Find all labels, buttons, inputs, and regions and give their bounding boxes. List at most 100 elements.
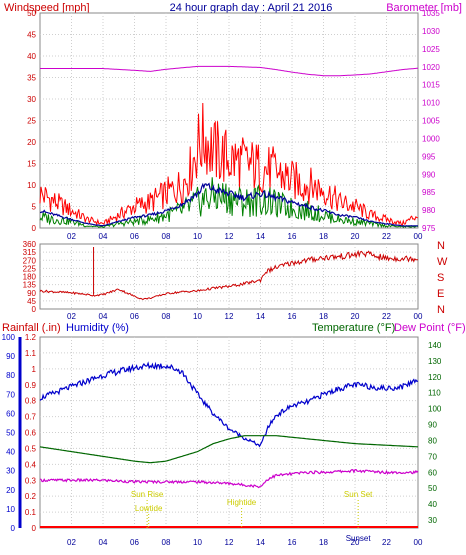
data-series (39, 65, 419, 528)
barometer-tick-label: 995 (422, 152, 436, 161)
hour-tick-label: 10 (193, 232, 202, 241)
barometer-tick-label: 980 (422, 206, 436, 215)
hour-tick-label: 04 (99, 232, 108, 241)
hour-tick-label: 22 (382, 538, 391, 547)
temperature-tick-label: 110 (428, 389, 441, 398)
rainfall-tick-label: 1 (32, 365, 37, 374)
rainfall-tick-label: 0.8 (25, 397, 37, 406)
barometer-tick-label: 1005 (422, 117, 440, 126)
temperature-tick-label: 60 (428, 468, 437, 477)
temperature-tick-label: 40 (428, 500, 437, 509)
wind-average-series (39, 182, 418, 227)
humidity-tick-label: 30 (6, 467, 15, 476)
temperature-series (39, 435, 418, 464)
temperature-tick-label: 30 (428, 516, 437, 525)
event-label: Sunset (346, 534, 372, 543)
humidity-tick-label: 50 (6, 429, 15, 438)
direction-tick-label: 360 (23, 240, 37, 249)
rainfall-tick-label: 0.3 (25, 476, 37, 485)
hour-tick-label: 12 (225, 232, 234, 241)
windspeed-tick-label: 20 (27, 138, 36, 147)
barometer-tick-label: 990 (422, 170, 436, 179)
hour-tick-label: 12 (225, 312, 234, 321)
direction-label-s: S (437, 272, 444, 284)
hour-tick-label: 18 (319, 232, 328, 241)
windspeed-tick-label: 50 (27, 9, 36, 18)
windspeed-tick-label: 40 (27, 52, 36, 61)
hour-tick-label: 14 (256, 232, 265, 241)
humidity-tick-label: 100 (2, 333, 16, 342)
humidity-tick-label: 70 (6, 390, 15, 399)
temperature-axis-title: Temperature (°F) (312, 322, 395, 334)
hour-tick-label: 20 (351, 232, 360, 241)
direction-tick-label: 180 (23, 273, 37, 282)
graph-title: 24 hour graph day : April 21 2016 (170, 2, 333, 14)
hour-tick-label: 16 (288, 232, 297, 241)
hour-tick-label: 20 (351, 538, 360, 547)
rainfall-axis-title: Rainfall (.in) (2, 322, 61, 334)
hour-tick-label: 14 (256, 312, 265, 321)
hour-tick-label: 02 (67, 538, 76, 547)
hour-tick-label: 22 (382, 312, 391, 321)
barometer-tick-label: 1010 (422, 99, 440, 108)
hour-tick-label: 08 (162, 538, 171, 547)
rainfall-tick-label: 0.9 (25, 381, 37, 390)
windspeed-axis-title: Windspeed [mph] (4, 2, 90, 14)
grid-lines (18, 13, 418, 528)
humidity-tick-label: 20 (6, 486, 15, 495)
barometer-tick-label: 1020 (422, 63, 440, 72)
event-label: Sun Set (344, 490, 373, 499)
hour-tick-label: 06 (130, 312, 139, 321)
hour-tick-label: 14 (256, 538, 265, 547)
humidity-series (39, 361, 419, 448)
dewpoint-series (39, 468, 419, 489)
hour-tick-label: 02 (67, 232, 76, 241)
direction-label-e: E (437, 288, 444, 300)
windspeed-tick-label: 10 (27, 181, 36, 190)
windspeed-tick-label: 35 (27, 74, 36, 83)
hour-tick-label: 00 (414, 232, 423, 241)
barometer-series (40, 65, 419, 77)
rainfall-tick-label: 0.5 (25, 444, 37, 453)
hour-tick-label: 22 (382, 232, 391, 241)
rainfall-tick-label: 0.6 (25, 429, 37, 438)
hour-tick-label: 04 (99, 312, 108, 321)
barometer-tick-label: 975 (422, 224, 436, 233)
humidity-tick-label: 80 (6, 371, 15, 380)
barometer-tick-label: 1000 (422, 134, 440, 143)
windspeed-tick-label: 45 (27, 31, 36, 40)
direction-tick-label: 315 (23, 248, 37, 257)
temperature-tick-label: 50 (428, 484, 437, 493)
rainfall-tick-label: 1.2 (25, 333, 37, 342)
hour-tick-label: 00 (414, 312, 423, 321)
rainfall-tick-label: 1.1 (25, 349, 37, 358)
windspeed-tick-label: 5 (32, 203, 37, 212)
barometer-tick-label: 1025 (422, 45, 440, 54)
temperature-tick-label: 70 (428, 452, 437, 461)
direction-tick-label: 270 (23, 256, 37, 265)
wind-direction-series (39, 249, 419, 301)
humidity-tick-label: 40 (6, 448, 15, 457)
direction-tick-label: 225 (23, 264, 37, 273)
barometer-tick-label: 1015 (422, 81, 440, 90)
temperature-tick-label: 120 (428, 373, 442, 382)
windspeed-tick-label: 30 (27, 95, 36, 104)
event-label: Hightide (227, 498, 257, 507)
humidity-tick-label: 10 (6, 505, 15, 514)
temperature-tick-label: 100 (428, 405, 442, 414)
dewpoint-axis-title: Dew Point (°F) (394, 322, 466, 334)
hour-tick-label: 18 (319, 538, 328, 547)
hour-tick-label: 10 (193, 538, 202, 547)
humidity-axis-title: Humidity (%) (66, 322, 129, 334)
direction-tick-label: 135 (23, 281, 37, 290)
temperature-tick-label: 80 (428, 436, 437, 445)
temperature-tick-label: 90 (428, 421, 437, 430)
barometer-axis-title: Barometer [mb] (386, 2, 462, 14)
direction-tick-label: 90 (27, 289, 36, 298)
hour-tick-label: 20 (351, 312, 360, 321)
wind-speed-series (39, 177, 419, 229)
rainfall-tick-label: 0.4 (25, 460, 37, 469)
event-label: Sun Rise (131, 490, 164, 499)
rainfall-tick-label: 0.1 (25, 508, 37, 517)
